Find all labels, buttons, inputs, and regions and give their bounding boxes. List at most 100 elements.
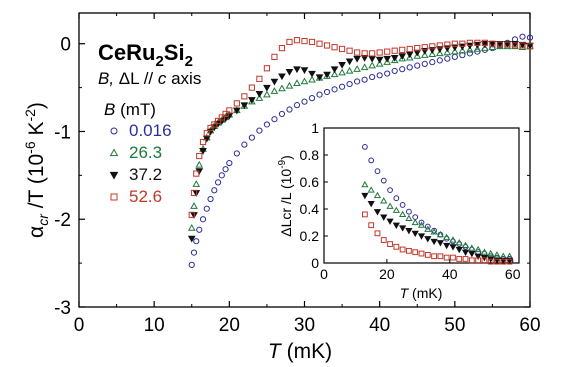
inset-data-point [474, 245, 482, 253]
inset-data-point [443, 233, 451, 240]
main-data-point [338, 62, 346, 69]
main-data-point [211, 121, 218, 128]
main-data-point [435, 46, 444, 53]
main-data-point [338, 45, 346, 53]
inset-data-point [393, 243, 400, 250]
main-x-tick-label: 0 [74, 315, 85, 336]
main-data-point [300, 77, 309, 85]
main-data-point [375, 59, 384, 67]
inset-data-point [493, 251, 501, 258]
main-data-point [256, 127, 263, 134]
inset-data-point [431, 253, 437, 260]
inset-data-point [462, 256, 469, 262]
main-data-point [421, 60, 428, 68]
main-data-point [199, 216, 207, 223]
inset-data-point [367, 186, 375, 193]
main-data-point [353, 65, 361, 72]
main-data-point [390, 56, 399, 64]
main-data-point [444, 55, 451, 62]
inset-data-point [443, 254, 450, 261]
inset-data-point [468, 257, 475, 264]
main-data-point [436, 42, 443, 49]
main-data-point [263, 121, 271, 128]
main-data-point [503, 40, 512, 48]
legend-marker-3 [110, 193, 118, 201]
inset-data-point [430, 228, 438, 235]
legend-title: B (mT) [104, 100, 156, 119]
inset-data-point [487, 258, 494, 265]
main-data-point [308, 75, 316, 83]
main-data-point [190, 189, 198, 197]
main-data-point [391, 67, 398, 75]
inset-data-point [481, 257, 488, 264]
main-data-point [369, 73, 376, 81]
inset-plot-points [361, 144, 514, 265]
main-data-point [428, 50, 437, 57]
inset-data-point [443, 242, 451, 250]
main-data-point [450, 44, 459, 52]
inset-data-point [474, 253, 482, 261]
inset-data-point [461, 249, 470, 256]
inset-data-point [387, 187, 393, 194]
main-data-point [293, 79, 301, 86]
inset-y-axis-title: ΔLcr /L (10-9) [277, 155, 294, 237]
main-x-tick-label: 50 [444, 315, 465, 336]
main-data-point [188, 261, 195, 268]
main-data-point [270, 78, 279, 86]
main-data-point [519, 33, 526, 40]
main-data-point [466, 39, 473, 46]
inset-data-point [455, 238, 463, 246]
inset-data-point [392, 206, 400, 213]
inset-data-point [500, 258, 507, 265]
inset-data-point [374, 168, 381, 175]
main-data-point [301, 98, 308, 105]
main-y-axis-title: αcr /T (10-6 K-2) [22, 102, 51, 238]
main-data-point [346, 47, 353, 54]
main-data-point [458, 46, 467, 54]
main-data-point [345, 58, 354, 66]
main-data-point [255, 90, 264, 98]
inset-data-point [424, 223, 431, 230]
main-data-point [376, 72, 383, 79]
main-data-point [443, 45, 452, 53]
main-data-point [263, 90, 271, 98]
main-data-point [323, 71, 331, 79]
inset-data-point [406, 208, 412, 215]
legend: 0.016 26.3 37.2 52.6 [109, 121, 172, 206]
main-data-point [368, 55, 377, 63]
inset-data-point [361, 211, 368, 218]
main-data-point [511, 40, 519, 48]
inset-data-point [461, 241, 470, 249]
inset-data-point [480, 248, 489, 255]
main-data-point [519, 42, 526, 49]
main-data-point [207, 195, 214, 203]
main-data-point [481, 44, 489, 51]
main-data-point [406, 45, 413, 53]
inset-data-point [437, 253, 444, 260]
inset-x-tick-label: 60 [505, 266, 521, 282]
inset-data-point [374, 230, 381, 237]
main-data-point [308, 95, 316, 102]
inset-data-point [380, 197, 388, 204]
main-data-point [420, 47, 429, 55]
inset-y-tick-label: 0.6 [300, 174, 320, 190]
main-x-tick-label: 10 [144, 315, 165, 336]
main-data-point [481, 39, 488, 46]
main-data-point [459, 40, 466, 47]
main-data-point [199, 148, 207, 155]
main-data-point [308, 70, 316, 78]
legend-marker-1 [109, 148, 119, 157]
main-data-point [331, 44, 338, 51]
main-data-point [361, 76, 368, 83]
main-data-point [474, 39, 481, 46]
main-data-point [241, 93, 248, 100]
inset-data-point [399, 202, 406, 208]
main-data-point [263, 65, 271, 72]
main-data-point [293, 66, 301, 74]
main-data-point [233, 100, 240, 107]
inset-data-point [393, 195, 400, 202]
main-data-point [232, 107, 241, 115]
inset-data-point [367, 201, 375, 208]
main-data-point [248, 97, 256, 104]
main-data-point [323, 88, 331, 96]
